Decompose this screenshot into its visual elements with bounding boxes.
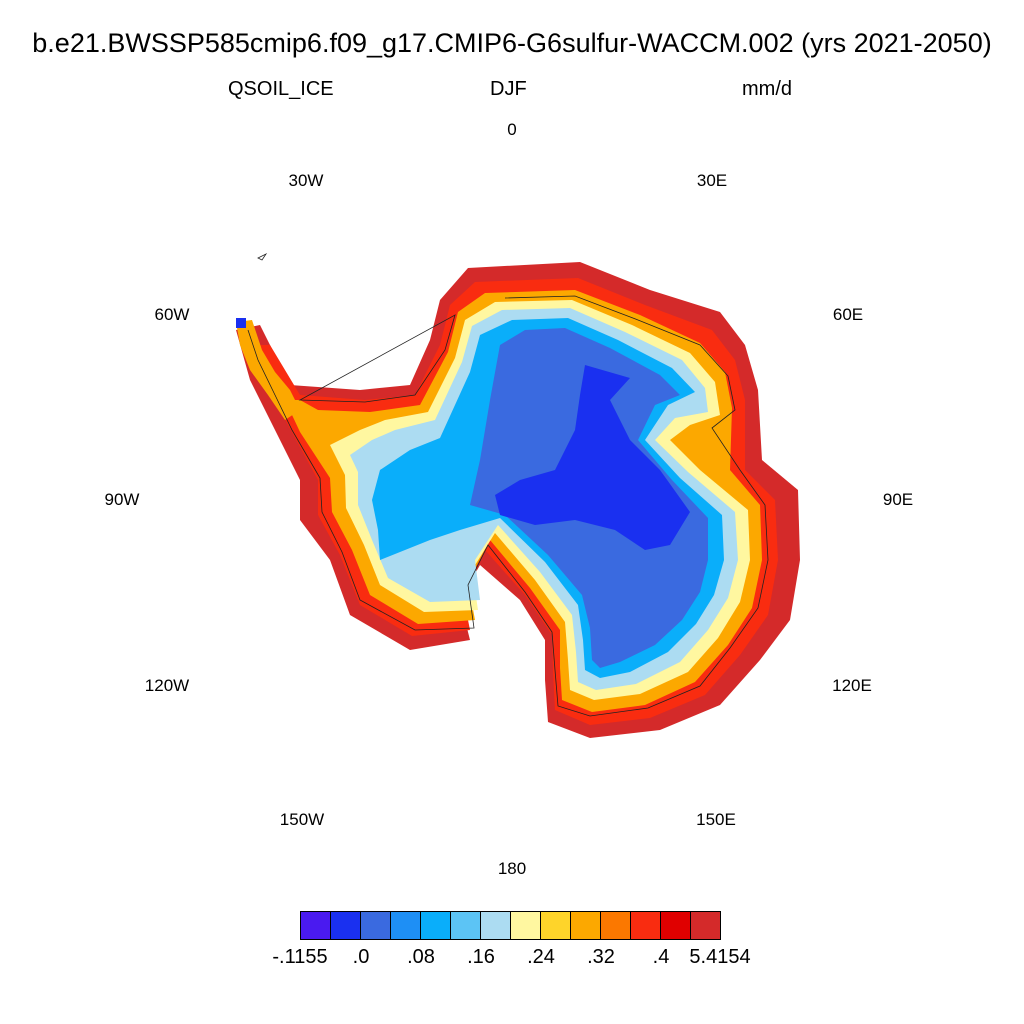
colorbar [300,911,721,940]
colorbar-swatch [630,911,661,940]
colorbar-label: 5.4154 [689,946,751,968]
colorbar-swatch [300,911,331,940]
lon-label-60w: 60W [154,305,190,324]
colorbar-label: .0 [352,946,370,968]
lon-label-180: 180 [497,859,527,878]
colorbar-swatch [420,911,451,940]
lon-label-150e: 150E [696,810,736,829]
lon-label-120e: 120E [832,676,872,695]
colorbar-swatch [600,911,631,940]
coastline [247,295,769,717]
colorbar-label: .4 [652,946,670,968]
colorbar-swatch [450,911,481,940]
plot-title: b.e21.BWSSP585cmip6.f09_g17.CMIP6-G6sulf… [32,28,992,58]
colorbar-swatch [360,911,391,940]
lon-label-150w: 150W [279,810,325,829]
colorbar-label: .08 [407,946,435,968]
colorbar-swatch [330,911,361,940]
colorbar-swatch [510,911,541,940]
peninsula-tip [236,318,246,328]
colorbar-label: .16 [467,946,495,968]
colorbar-swatch [660,911,691,940]
colorbar-swatch [570,911,601,940]
peninsula [236,320,300,420]
lon-label-60e: 60E [832,305,864,324]
lon-label-120w: 120W [144,676,190,695]
colorbar-label: .32 [587,946,615,968]
colorbar-label: -.1155 [272,946,328,968]
variable-label: QSOIL_ICE [228,78,334,100]
season-label: DJF [490,78,527,100]
lon-label-30w: 30W [288,171,324,190]
interior-core [495,365,690,550]
units-label: mm/d [742,78,792,100]
island-outline [257,252,268,261]
colorbar-swatch [540,911,571,940]
lon-label-90w: 90W [104,490,140,509]
lon-label-0: 0 [507,120,517,139]
lon-label-30e: 30E [696,171,728,190]
antarctica-map [236,252,800,738]
lon-label-90e: 90E [882,490,914,509]
colorbar-label: .24 [527,946,555,968]
colorbar-swatch [480,911,511,940]
colorbar-swatch [390,911,421,940]
colorbar-swatch [690,911,721,940]
